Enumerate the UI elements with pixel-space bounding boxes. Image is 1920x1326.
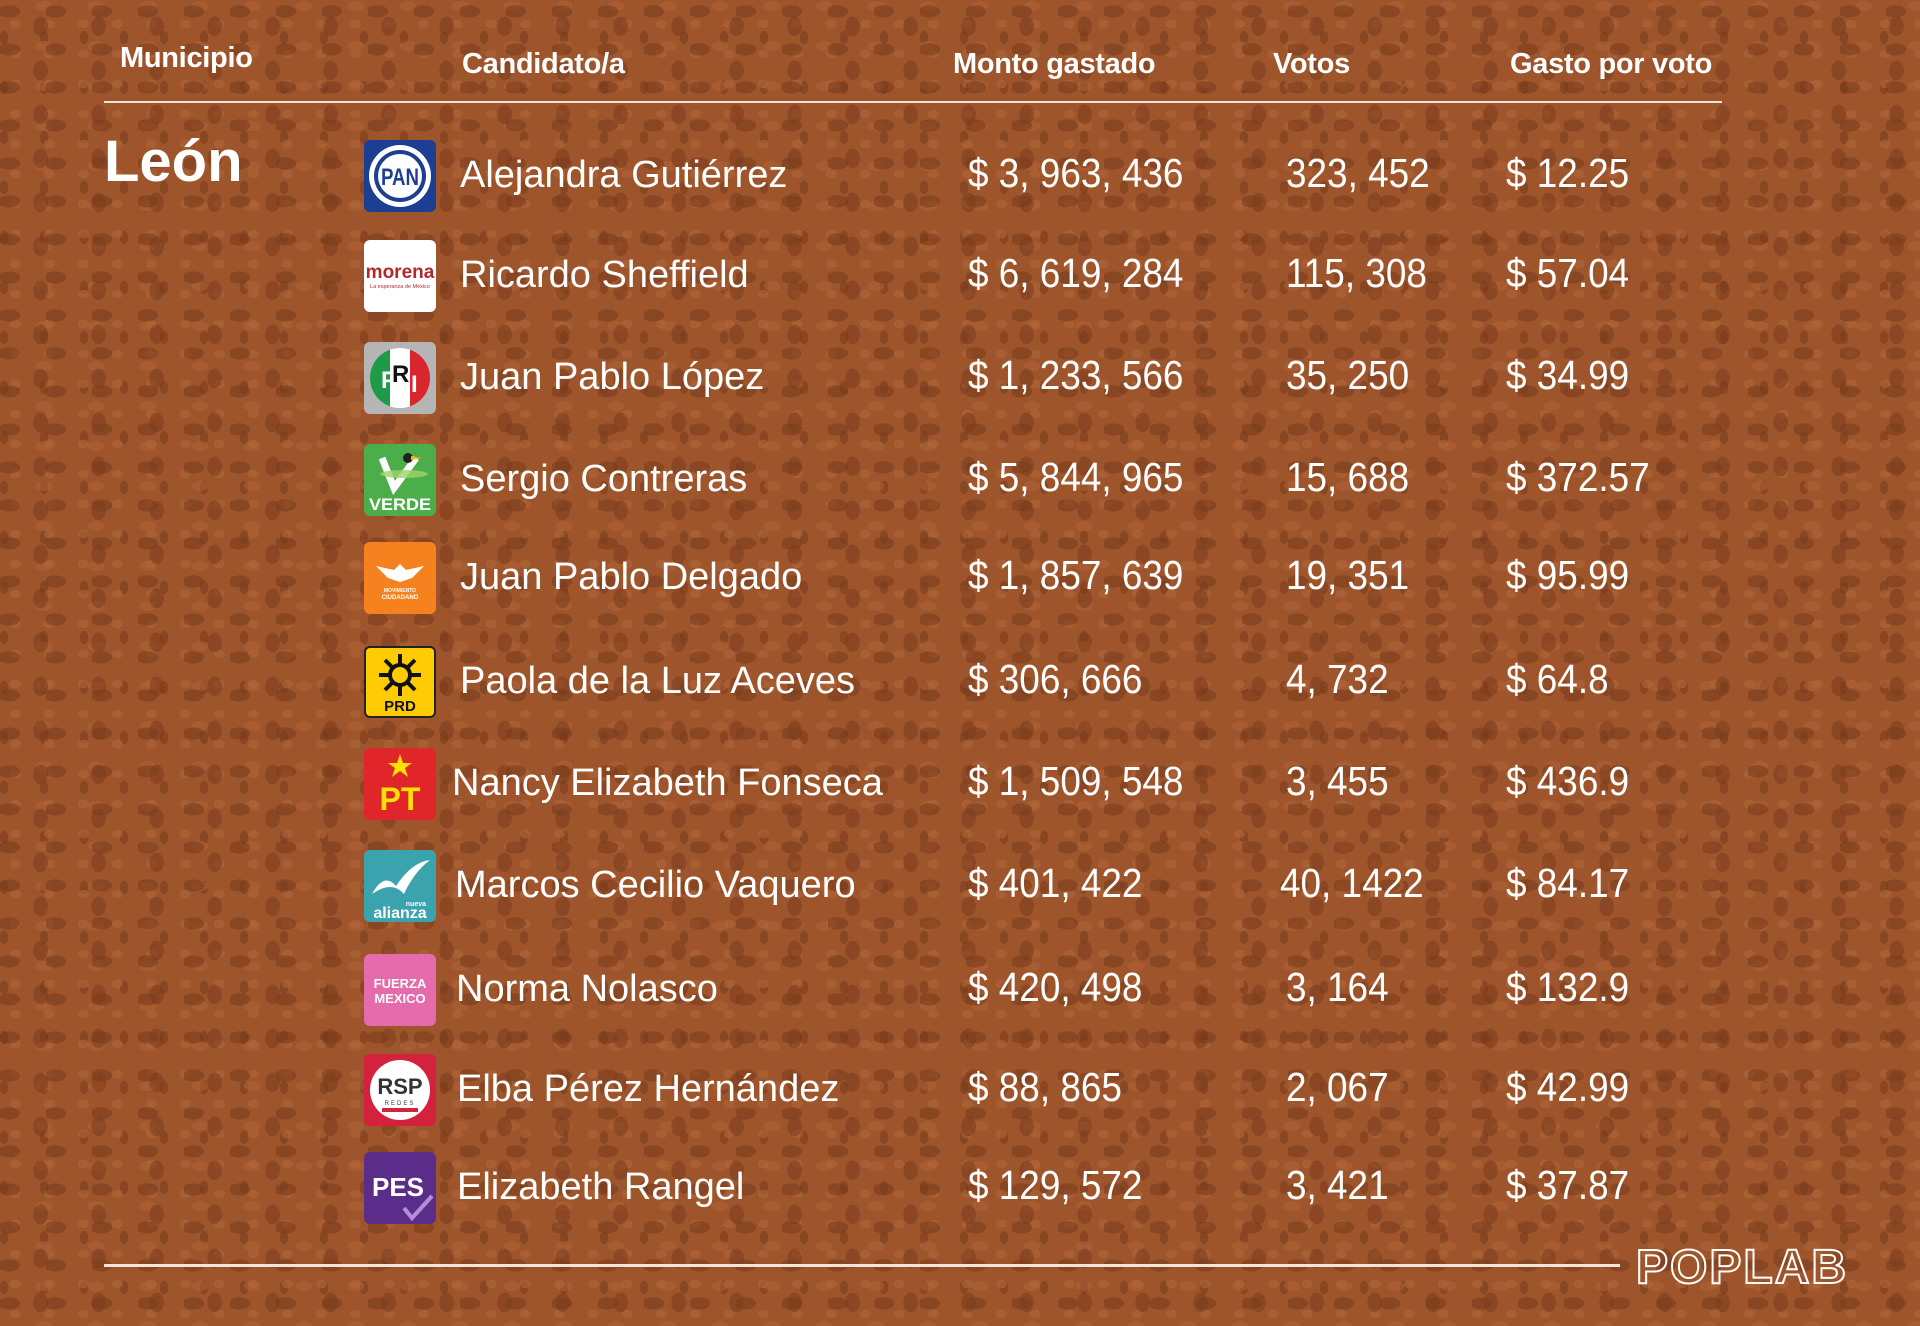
svg-text:PES: PES: [372, 1172, 424, 1202]
gasto-por-voto: $ 42.99: [1506, 1064, 1630, 1110]
svg-text:CIUDADANO: CIUDADANO: [382, 595, 419, 601]
rsp-logo-icon: RSP REDES: [364, 1054, 436, 1126]
votos: 3, 421: [1286, 1162, 1389, 1208]
svg-text:morena: morena: [366, 262, 435, 283]
table-row: VERDE Sergio Contreras $ 5, 844, 965 15,…: [0, 440, 1920, 520]
table-row: RSP REDES Elba Pérez Hernández $ 88, 865 …: [0, 1050, 1920, 1130]
votos: 40, 1422: [1280, 860, 1424, 906]
candidate-name: Juan Pablo López: [460, 356, 765, 398]
gasto-por-voto: $ 132.9: [1506, 964, 1630, 1010]
table-row: PES Elizabeth Rangel $ 129, 572 3, 421 $…: [0, 1148, 1920, 1228]
svg-text:P: P: [381, 367, 397, 394]
header-candidato: Candidato/a: [462, 48, 625, 80]
table-row: morena La esperanza de México Ricardo She…: [0, 236, 1920, 316]
votos: 3, 455: [1286, 758, 1389, 804]
candidate-name: Alejandra Gutiérrez: [460, 154, 788, 196]
svg-text:PAN: PAN: [381, 164, 419, 191]
table-row: PRD Paola de la Luz Aceves $ 306, 666 4,…: [0, 642, 1920, 722]
nueva-alianza-logo-icon: nueva alianza: [364, 850, 436, 922]
candidate-name: Sergio Contreras: [460, 458, 748, 500]
monto-gastado: $ 5, 844, 965: [968, 454, 1184, 500]
svg-text:nueva: nueva: [406, 901, 426, 908]
svg-text:MEXICO: MEXICO: [374, 991, 425, 1006]
table-row: PT Nancy Elizabeth Fonseca $ 1, 509, 548…: [0, 744, 1920, 824]
gasto-por-voto: $ 12.25: [1506, 150, 1630, 196]
poplab-logo: POPLAB: [1635, 1240, 1849, 1295]
header-municipio: Municipio: [120, 42, 253, 74]
svg-text:MOVIMIENTO: MOVIMIENTO: [384, 588, 416, 594]
footer-divider: [104, 1264, 1620, 1267]
monto-gastado: $ 1, 857, 639: [968, 552, 1184, 598]
table-row: MOVIMIENTO CIUDADANO Juan Pablo Delgado $…: [0, 538, 1920, 618]
monto-gastado: $ 1, 509, 548: [968, 758, 1184, 804]
gasto-por-voto: $ 372.57: [1506, 454, 1650, 500]
movimiento-ciudadano-logo-icon: MOVIMIENTO CIUDADANO: [364, 542, 436, 614]
gasto-por-voto: $ 84.17: [1506, 860, 1630, 906]
header-divider: [104, 101, 1722, 103]
gasto-por-voto: $ 34.99: [1506, 352, 1630, 398]
votos: 35, 250: [1286, 352, 1410, 398]
monto-gastado: $ 3, 963, 436: [968, 150, 1184, 196]
monto-gastado: $ 88, 865: [968, 1064, 1122, 1110]
svg-text:I: I: [411, 371, 418, 398]
votos: 115, 308: [1286, 250, 1427, 296]
svg-text:La esperanza de México: La esperanza de México: [370, 284, 430, 290]
header-votos: Votos: [1273, 48, 1350, 80]
candidate-name: Norma Nolasco: [456, 968, 718, 1010]
candidate-name: Juan Pablo Delgado: [460, 556, 803, 598]
votos: 3, 164: [1286, 964, 1389, 1010]
fuerza-mexico-logo-icon: FUERZA MEXICO: [364, 954, 436, 1026]
candidate-name: Paola de la Luz Aceves: [460, 660, 856, 702]
svg-text:REDES: REDES: [385, 1101, 416, 1107]
monto-gastado: $ 306, 666: [968, 656, 1143, 702]
pt-logo-icon: PT: [364, 748, 436, 820]
candidate-name: Marcos Cecilio Vaquero: [455, 864, 856, 906]
gasto-por-voto: $ 436.9: [1506, 758, 1630, 804]
header-monto: Monto gastado: [953, 48, 1156, 80]
monto-gastado: $ 1, 233, 566: [968, 352, 1184, 398]
votos: 4, 732: [1286, 656, 1389, 702]
table-row: PAN Alejandra Gutiérrez $ 3, 963, 436 32…: [0, 136, 1920, 216]
header-gasto: Gasto por voto: [1510, 48, 1713, 80]
svg-text:VERDE: VERDE: [369, 495, 431, 514]
gasto-por-voto: $ 57.04: [1506, 250, 1630, 296]
monto-gastado: $ 401, 422: [968, 860, 1143, 906]
svg-text:PRD: PRD: [384, 698, 416, 715]
svg-text:FUERZA: FUERZA: [374, 976, 427, 991]
gasto-por-voto: $ 64.8: [1506, 656, 1609, 702]
monto-gastado: $ 6, 619, 284: [968, 250, 1184, 296]
table-row: nueva alianza Marcos Cecilio Vaquero $ 40…: [0, 846, 1920, 926]
candidate-name: Elba Pérez Hernández: [457, 1068, 840, 1110]
pan-logo-icon: PAN: [364, 140, 436, 212]
candidate-name: Ricardo Sheffield: [460, 254, 749, 296]
candidate-name: Elizabeth Rangel: [457, 1166, 745, 1208]
svg-text:PT: PT: [380, 781, 421, 817]
prd-logo-icon: PRD: [364, 646, 436, 718]
svg-text:RSP: RSP: [377, 1074, 422, 1099]
votos: 323, 452: [1286, 150, 1430, 196]
table-row: FUERZA MEXICO Norma Nolasco $ 420, 498 3,…: [0, 950, 1920, 1030]
gasto-por-voto: $ 95.99: [1506, 552, 1630, 598]
svg-text:alianza: alianza: [373, 905, 426, 922]
monto-gastado: $ 420, 498: [968, 964, 1143, 1010]
monto-gastado: $ 129, 572: [968, 1162, 1143, 1208]
votos: 15, 688: [1286, 454, 1410, 500]
votos: 19, 351: [1286, 552, 1410, 598]
svg-text:R: R: [392, 361, 409, 388]
pes-logo-icon: PES: [364, 1152, 436, 1224]
morena-logo-icon: morena La esperanza de México: [364, 240, 436, 312]
votos: 2, 067: [1286, 1064, 1389, 1110]
municipio-name: León: [104, 129, 243, 194]
candidate-name: Nancy Elizabeth Fonseca: [452, 762, 883, 804]
verde-logo-icon: VERDE: [364, 444, 436, 516]
gasto-por-voto: $ 37.87: [1506, 1162, 1630, 1208]
